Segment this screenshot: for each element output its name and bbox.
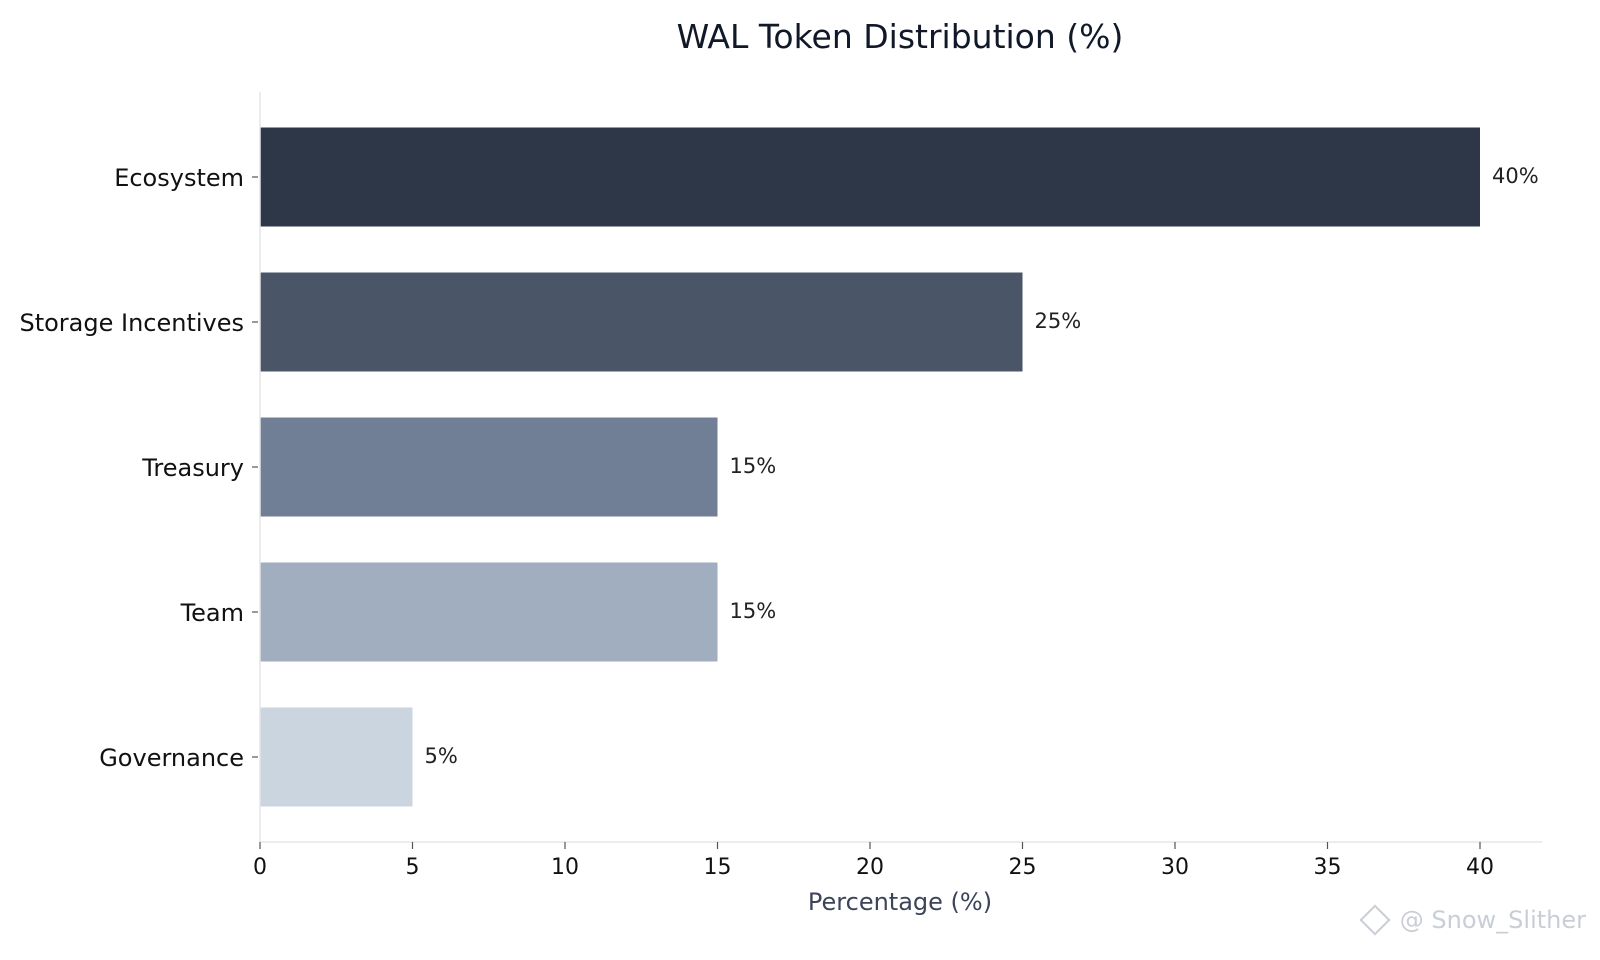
y-label-governance: Governance	[99, 744, 244, 772]
value-label-treasury: 15%	[730, 454, 777, 478]
bar-treasury	[260, 417, 718, 517]
bar-ecosystem	[260, 127, 1480, 227]
watermark: @ Snow_Slither	[1359, 904, 1586, 936]
watermark-text: @ Snow_Slither	[1399, 906, 1586, 934]
x-tick-label-10: 10	[551, 855, 579, 880]
y-label-ecosystem: Ecosystem	[114, 164, 244, 192]
value-label-ecosystem: 40%	[1492, 164, 1539, 188]
axes-layer	[259, 92, 1542, 843]
value-label-storage-incentives: 25%	[1035, 309, 1082, 333]
x-tick-label-5: 5	[406, 855, 420, 880]
bar-storage-incentives	[260, 272, 1023, 372]
bars-layer: 40% 25% 15% 15% 5%	[260, 127, 1539, 807]
x-tick-label-20: 20	[856, 855, 884, 880]
y-label-treasury: Treasury	[141, 454, 244, 482]
bar-team	[260, 562, 718, 662]
x-ticks-layer: 0 5 10 15 20 25 30 35 40	[253, 842, 1494, 880]
y-label-team: Team	[180, 599, 244, 627]
x-tick-label-25: 25	[1009, 855, 1037, 880]
bar-governance	[260, 707, 413, 807]
chart-title: WAL Token Distribution (%)	[677, 17, 1124, 56]
x-tick-label-35: 35	[1314, 855, 1342, 880]
binance-logo-icon	[1359, 904, 1391, 936]
value-label-governance: 5%	[425, 744, 458, 768]
y-label-storage-incentives: Storage Incentives	[19, 309, 244, 337]
x-tick-label-15: 15	[704, 855, 732, 880]
value-label-team: 15%	[730, 599, 777, 623]
x-tick-label-40: 40	[1466, 855, 1494, 880]
x-tick-label-0: 0	[253, 855, 267, 880]
y-labels-layer: Ecosystem Storage Incentives Treasury Team G…	[19, 164, 258, 772]
x-tick-label-30: 30	[1161, 855, 1189, 880]
x-axis-title: Percentage (%)	[808, 888, 992, 916]
